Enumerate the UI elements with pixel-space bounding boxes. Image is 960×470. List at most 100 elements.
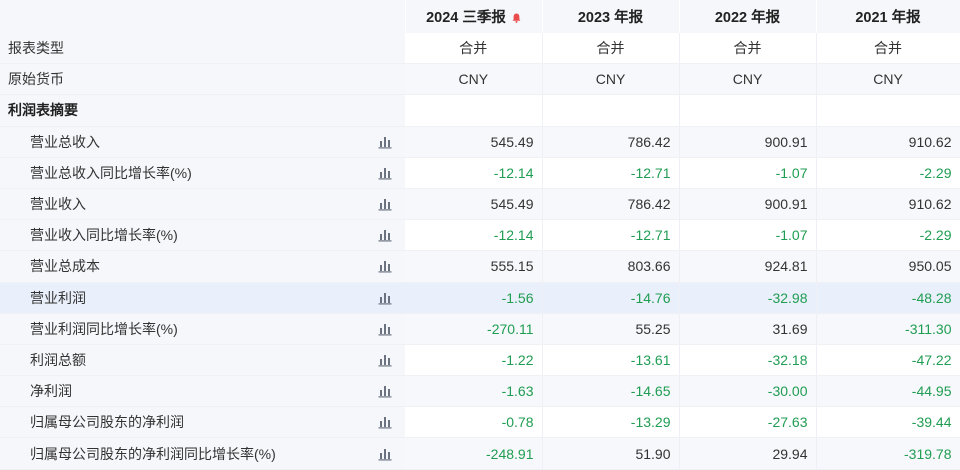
table-row: 利润表摘要 bbox=[0, 94, 960, 127]
value-cell: -47.22 bbox=[816, 344, 960, 377]
value-cell: -1.22 bbox=[405, 344, 543, 377]
value-cell: -14.76 bbox=[542, 282, 680, 314]
value-cell: 合并 bbox=[405, 33, 543, 65]
row-label-cell: 营业利润同比增长率(%) bbox=[0, 313, 405, 345]
row-label-cell: 营业总成本 bbox=[0, 250, 405, 283]
table-row[interactable]: 营业利润同比增长率(%) -270.11 55.25 31.69 -311.30 bbox=[0, 313, 960, 345]
period-header-label: 2023 年报 bbox=[577, 10, 644, 26]
value-cell: -2.29 bbox=[816, 157, 960, 189]
value-cell: 924.81 bbox=[679, 250, 817, 283]
table-row[interactable]: 营业利润 -1.56 -14.76 -32.98 -48.28 bbox=[0, 282, 960, 314]
table-row[interactable]: 营业总成本 555.15 803.66 924.81 950.05 bbox=[0, 250, 960, 283]
row-label-cell: 营业收入 bbox=[0, 188, 405, 221]
value-cell: 555.15 bbox=[405, 250, 543, 283]
table-row[interactable]: 利润总额 -1.22 -13.61 -32.18 -47.22 bbox=[0, 344, 960, 377]
value-cell: 51.90 bbox=[542, 437, 680, 470]
value-cell: -12.71 bbox=[542, 157, 680, 189]
row-label-cell: 营业总收入同比增长率(%) bbox=[0, 157, 405, 189]
period-header[interactable]: 2022 年报 bbox=[679, 0, 817, 33]
value-cell: -27.63 bbox=[679, 406, 817, 439]
value-cell: -0.78 bbox=[405, 406, 543, 439]
value-cell: -39.44 bbox=[816, 406, 960, 439]
table-row[interactable]: 营业总收入 545.49 786.42 900.91 910.62 bbox=[0, 126, 960, 158]
bar-chart-icon[interactable] bbox=[378, 135, 392, 149]
row-label-cell: 原始货币 bbox=[0, 63, 405, 96]
value-cell: -48.28 bbox=[816, 282, 960, 314]
value-cell: 55.25 bbox=[542, 313, 680, 345]
value-cell: 29.94 bbox=[679, 437, 817, 470]
period-header[interactable]: 2024 三季报 bbox=[405, 0, 543, 33]
value-cell: -12.14 bbox=[405, 219, 543, 252]
table-row: 报表类型 合并 合并 合并 合并 bbox=[0, 33, 960, 65]
value-cell: -32.18 bbox=[679, 344, 817, 377]
value-cell bbox=[542, 94, 680, 127]
bar-chart-icon[interactable] bbox=[378, 259, 392, 273]
row-label-cell: 净利润 bbox=[0, 375, 405, 408]
value-cell: -12.14 bbox=[405, 157, 543, 189]
header-row: 2024 三季报 2023 年报 2022 年报 2021 年报 bbox=[0, 0, 960, 33]
bar-chart-icon[interactable] bbox=[378, 447, 392, 461]
value-cell: -311.30 bbox=[816, 313, 960, 345]
bar-chart-icon[interactable] bbox=[378, 384, 392, 398]
bar-chart-icon[interactable] bbox=[378, 322, 392, 336]
value-cell: 545.49 bbox=[405, 188, 543, 221]
row-label-cell: 营业总收入 bbox=[0, 126, 405, 158]
value-cell: -1.56 bbox=[405, 282, 543, 314]
row-label-cell: 归属母公司股东的净利润同比增长率(%) bbox=[0, 437, 405, 470]
value-cell: CNY bbox=[542, 63, 680, 96]
row-label: 营业利润 bbox=[30, 289, 86, 306]
value-cell: -248.91 bbox=[405, 437, 543, 470]
table-row[interactable]: 归属母公司股东的净利润 -0.78 -13.29 -27.63 -39.44 bbox=[0, 406, 960, 439]
table-body: 报表类型 合并 合并 合并 合并 原始货币 CNY CNY CNY CNY 利润表摘要 营业总收入 54… bbox=[0, 33, 960, 470]
value-cell bbox=[679, 94, 817, 127]
table-row[interactable]: 营业收入同比增长率(%) -12.14 -12.71 -1.07 -2.29 bbox=[0, 219, 960, 252]
value-cell: 545.49 bbox=[405, 126, 543, 158]
value-cell: 786.42 bbox=[542, 126, 680, 158]
value-cell: 合并 bbox=[679, 33, 817, 65]
row-label: 营业总收入同比增长率(%) bbox=[30, 164, 192, 181]
table-row[interactable]: 归属母公司股东的净利润同比增长率(%) -248.91 51.90 29.94 -319… bbox=[0, 437, 960, 470]
value-cell: CNY bbox=[679, 63, 817, 96]
value-cell: CNY bbox=[405, 63, 543, 96]
value-cell: -13.61 bbox=[542, 344, 680, 377]
value-cell: 910.62 bbox=[816, 188, 960, 221]
value-cell: -1.07 bbox=[679, 157, 817, 189]
row-label: 营业收入 bbox=[30, 196, 86, 213]
bell-icon[interactable] bbox=[512, 13, 521, 23]
bar-chart-icon[interactable] bbox=[378, 415, 392, 429]
row-label: 营业总收入 bbox=[30, 133, 100, 150]
row-label: 利润总额 bbox=[30, 351, 86, 368]
bar-chart-icon[interactable] bbox=[378, 166, 392, 180]
value-cell: 31.69 bbox=[679, 313, 817, 345]
value-cell: -270.11 bbox=[405, 313, 543, 345]
period-header[interactable]: 2023 年报 bbox=[542, 0, 680, 33]
value-cell: -1.07 bbox=[679, 219, 817, 252]
row-label-cell: 归属母公司股东的净利润 bbox=[0, 406, 405, 439]
section-title: 利润表摘要 bbox=[0, 94, 405, 127]
value-cell bbox=[405, 94, 543, 127]
row-label: 营业总成本 bbox=[30, 258, 100, 275]
table-row[interactable]: 营业总收入同比增长率(%) -12.14 -12.71 -1.07 -2.29 bbox=[0, 157, 960, 189]
value-cell: 950.05 bbox=[816, 250, 960, 283]
bar-chart-icon[interactable] bbox=[378, 197, 392, 211]
bar-chart-icon[interactable] bbox=[378, 228, 392, 242]
period-header-label: 2024 三季报 bbox=[426, 10, 506, 26]
row-label: 营业收入同比增长率(%) bbox=[30, 227, 178, 244]
row-label: 净利润 bbox=[30, 383, 72, 400]
value-cell: -32.98 bbox=[679, 282, 817, 314]
value-cell: -319.78 bbox=[816, 437, 960, 470]
value-cell: -14.65 bbox=[542, 375, 680, 408]
bar-chart-icon[interactable] bbox=[378, 353, 392, 367]
period-header-label: 2022 年报 bbox=[714, 10, 781, 26]
bar-chart-icon[interactable] bbox=[378, 291, 392, 305]
value-cell: 803.66 bbox=[542, 250, 680, 283]
row-label: 报表类型 bbox=[8, 40, 64, 57]
table-row[interactable]: 营业收入 545.49 786.42 900.91 910.62 bbox=[0, 188, 960, 221]
row-label-cell: 报表类型 bbox=[0, 33, 405, 65]
period-header[interactable]: 2021 年报 bbox=[816, 0, 960, 33]
row-label: 归属母公司股东的净利润 bbox=[30, 414, 184, 431]
row-label-cell: 营业利润 bbox=[0, 282, 405, 314]
value-cell bbox=[816, 94, 960, 127]
table-row[interactable]: 净利润 -1.63 -14.65 -30.00 -44.95 bbox=[0, 375, 960, 408]
